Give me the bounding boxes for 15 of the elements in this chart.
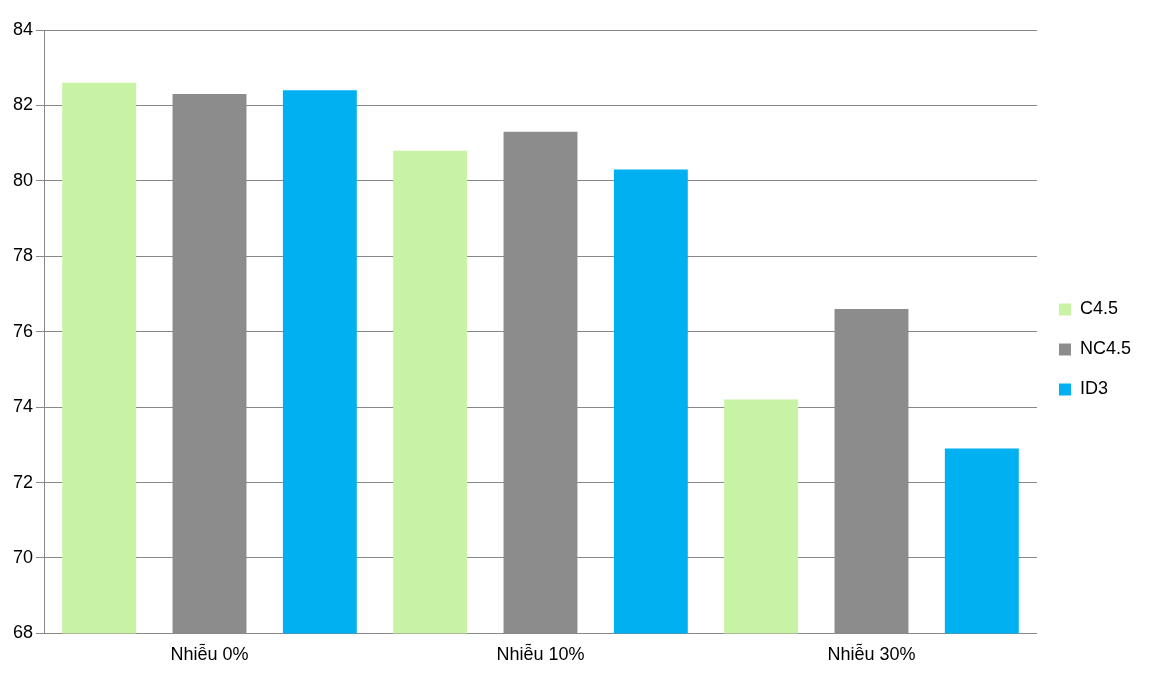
y-tick-label: 72	[12, 471, 34, 492]
legend-label: C4.5	[1079, 298, 1119, 319]
y-tick-label: 80	[12, 169, 34, 190]
y-tick-label: 78	[12, 245, 34, 266]
x-tick-label: Nhiễu 10%	[496, 643, 585, 665]
x-tick-label: Nhiễu 0%	[170, 643, 249, 665]
legend-label: NC4.5	[1079, 338, 1132, 359]
y-tick-label: 84	[12, 18, 34, 39]
x-tick-label: Nhiễu 30%	[827, 643, 916, 665]
legend-label: ID3	[1079, 378, 1108, 399]
y-tick-label: 68	[12, 622, 34, 643]
y-tick-label: 70	[12, 546, 34, 567]
y-tick-label: 76	[12, 320, 34, 341]
y-tick-label: 82	[12, 94, 34, 115]
y-tick-label: 74	[12, 396, 34, 417]
